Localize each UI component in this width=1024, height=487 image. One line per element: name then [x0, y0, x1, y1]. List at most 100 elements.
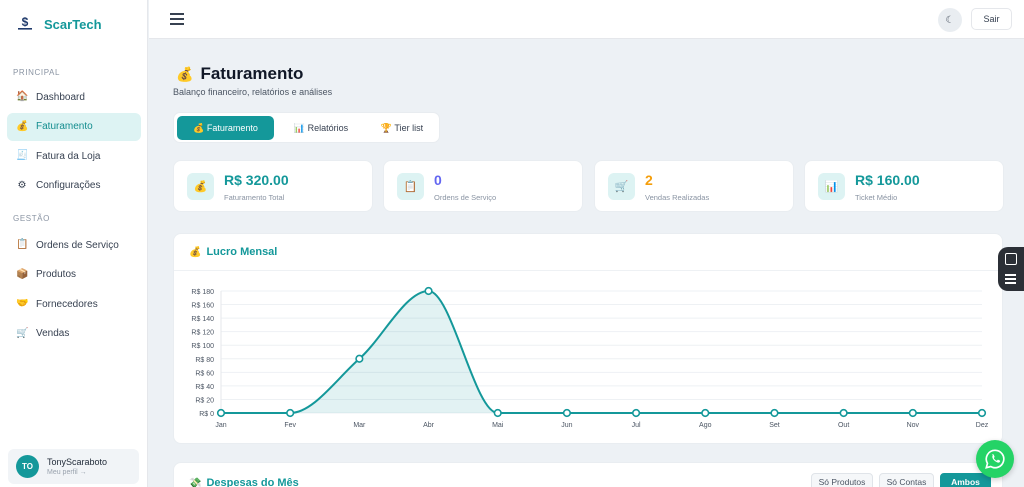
y-tick-label: R$ 180 [191, 289, 214, 296]
clipboard-icon: 📋 [16, 239, 29, 250]
avatar: TO [16, 455, 39, 478]
profile-link[interactable]: Meu perfil → [47, 469, 87, 476]
brand-name: ScarTech [44, 16, 102, 32]
x-tick-label: Mai [492, 422, 504, 429]
line-chart: R$ 0 R$ 20 R$ 40 R$ 60 R$ 80 R$ 100 R$ 120 R$ 1… [191, 286, 989, 429]
topbar: ☾ Sair [149, 0, 1024, 39]
tab-relatorios[interactable]: 📊 Relatórios [293, 122, 349, 133]
chart-divider [174, 270, 1002, 271]
sidebar-item-label: Produtos [36, 269, 77, 280]
data-point [216, 408, 226, 418]
stat-value: R$ 320.00 [224, 172, 289, 188]
sidebar-item-fornecedores[interactable]: 🤝 Fornecedores [7, 290, 141, 318]
y-tick-label: R$ 160 [191, 303, 214, 310]
x-tick-label: Jun [561, 422, 572, 429]
chart-card-lucro-mensal: 💰 Lucro Mensal R$ 0 R$ 20 R$ 40 R$ 60 R$ 80 R… [173, 233, 1003, 444]
stat-card-ticket-medio: 📊 R$ 160.00 Ticket Médio [804, 160, 1004, 212]
sidebar-item-fatura-da-loja[interactable]: 🧾 Fatura da Loja [7, 142, 141, 170]
stat-card-faturamento-total: 💰 R$ 320.00 Faturamento Total [173, 160, 373, 212]
x-tick-label: Fev [284, 422, 296, 429]
stat-value: 0 [434, 172, 442, 188]
y-tick-label: R$ 140 [191, 316, 214, 323]
expense-title-text: Despesas do Mês [206, 477, 299, 487]
chart-title-text: Lucro Mensal [206, 246, 278, 258]
screenshot-icon[interactable] [1005, 253, 1017, 265]
sidebar-section-label: GESTÃO [13, 214, 50, 223]
data-point [701, 408, 710, 418]
sidebar-item-label: Configurações [36, 180, 101, 191]
sidebar-item-vendas[interactable]: 🛒 Vendas [7, 320, 141, 348]
scartech-logo-icon: $ [16, 15, 34, 33]
stat-label: Ticket Médio [855, 193, 898, 202]
sidebar-item-label: Dashboard [36, 91, 85, 103]
floating-tools-panel[interactable] [998, 247, 1024, 291]
x-tick-label: Jan [215, 422, 226, 429]
sidebar-item-ordens-de-servico[interactable]: 📋 Ordens de Serviço [7, 231, 141, 259]
stat-card-vendas-realizadas: 🛒 2 Vendas Realizadas [594, 160, 794, 212]
whatsapp-icon [985, 449, 1005, 469]
data-point [562, 408, 572, 418]
sidebar-item-label: Faturamento [36, 121, 93, 132]
filter-ambos-button[interactable]: Ambos [940, 473, 991, 487]
stat-label: Faturamento Total [224, 193, 285, 202]
x-tick-label: Ago [699, 422, 712, 429]
data-point [770, 408, 779, 418]
filter-so-contas-button[interactable]: Só Contas [879, 473, 934, 487]
stat-label: Ordens de Serviço [434, 193, 497, 202]
x-tick-label: Abr [423, 422, 435, 429]
cart-icon: 🛒 [608, 173, 635, 200]
sidebar-item-label: Vendas [36, 328, 70, 339]
expense-card: 💸 Despesas do Mês Só Produtos Só Contas … [173, 462, 1003, 487]
y-tick-label: R$ 40 [195, 384, 214, 391]
y-tick-label: R$ 100 [191, 343, 214, 350]
brand[interactable]: $ ScarTech [0, 0, 147, 48]
y-tick-label: R$ 20 [195, 397, 214, 404]
user-name: TonyScaraboto [47, 457, 108, 467]
filter-so-produtos-button[interactable]: Só Produtos [811, 473, 873, 487]
user-profile-box[interactable]: TO TonyScaraboto Meu perfil → [8, 449, 139, 484]
data-point [424, 286, 433, 296]
x-tick-label: Set [769, 422, 780, 429]
bar-chart-icon: 📊 [818, 173, 845, 200]
series-area [221, 291, 982, 413]
y-tick-label: R$ 120 [191, 330, 214, 337]
sidebar-item-label: Ordens de Serviço [36, 239, 119, 251]
sidebar-item-label: Fatura da Loja [36, 150, 101, 162]
y-tick-label: R$ 60 [195, 370, 214, 377]
chart-title: 💰 Lucro Mensal [189, 246, 277, 258]
x-tick-label: Jul [632, 422, 641, 429]
theme-toggle-button[interactable]: ☾ [938, 8, 962, 32]
sidebar-item-produtos[interactable]: 📦 Produtos [7, 261, 141, 289]
data-point [286, 408, 295, 418]
x-tick-label: Out [838, 422, 849, 429]
whatsapp-button[interactable] [976, 440, 1014, 478]
svg-text:$: $ [22, 15, 29, 29]
y-tick-label: R$ 80 [195, 357, 214, 364]
data-point [355, 354, 364, 363]
tab-tier-list[interactable]: 🏆 Tier list [380, 122, 424, 133]
sidebar-item-faturamento[interactable]: 💰 Faturamento [7, 112, 141, 141]
sidebar-item-dashboard[interactable]: 🏠 Dashboard [7, 83, 141, 111]
money-bag-icon: 💰 [189, 246, 202, 258]
data-point [493, 408, 502, 418]
page-title: 💰 Faturamento [176, 64, 303, 84]
page-title-text: Faturamento [200, 64, 304, 83]
expense-title: 💸 Despesas do Mês [189, 477, 299, 487]
cart-icon: 🛒 [16, 327, 29, 339]
tab-faturamento[interactable]: 💰 Faturamento [177, 116, 274, 140]
list-icon[interactable] [1005, 274, 1016, 286]
clipboard-icon: 📋 [397, 173, 424, 200]
receipt-icon: 🧾 [16, 150, 29, 161]
sidebar-item-label: Fornecedores [36, 298, 98, 310]
stat-value: 2 [645, 172, 653, 188]
menu-toggle-icon[interactable] [170, 13, 184, 25]
tab-bar: 💰 Faturamento 📊 Relatórios 🏆 Tier list [173, 112, 440, 143]
gear-icon: ⚙ [17, 179, 27, 191]
stat-card-ordens-de-servico: 📋 0 Ordens de Serviço [383, 160, 583, 212]
money-wings-icon: 💸 [189, 477, 202, 487]
data-point [839, 408, 848, 418]
money-bag-icon: 💰 [187, 173, 214, 200]
sidebar-item-configuracoes[interactable]: ⚙ Configurações [7, 172, 141, 200]
logout-button[interactable]: Sair [971, 8, 1012, 30]
data-point [977, 408, 987, 418]
